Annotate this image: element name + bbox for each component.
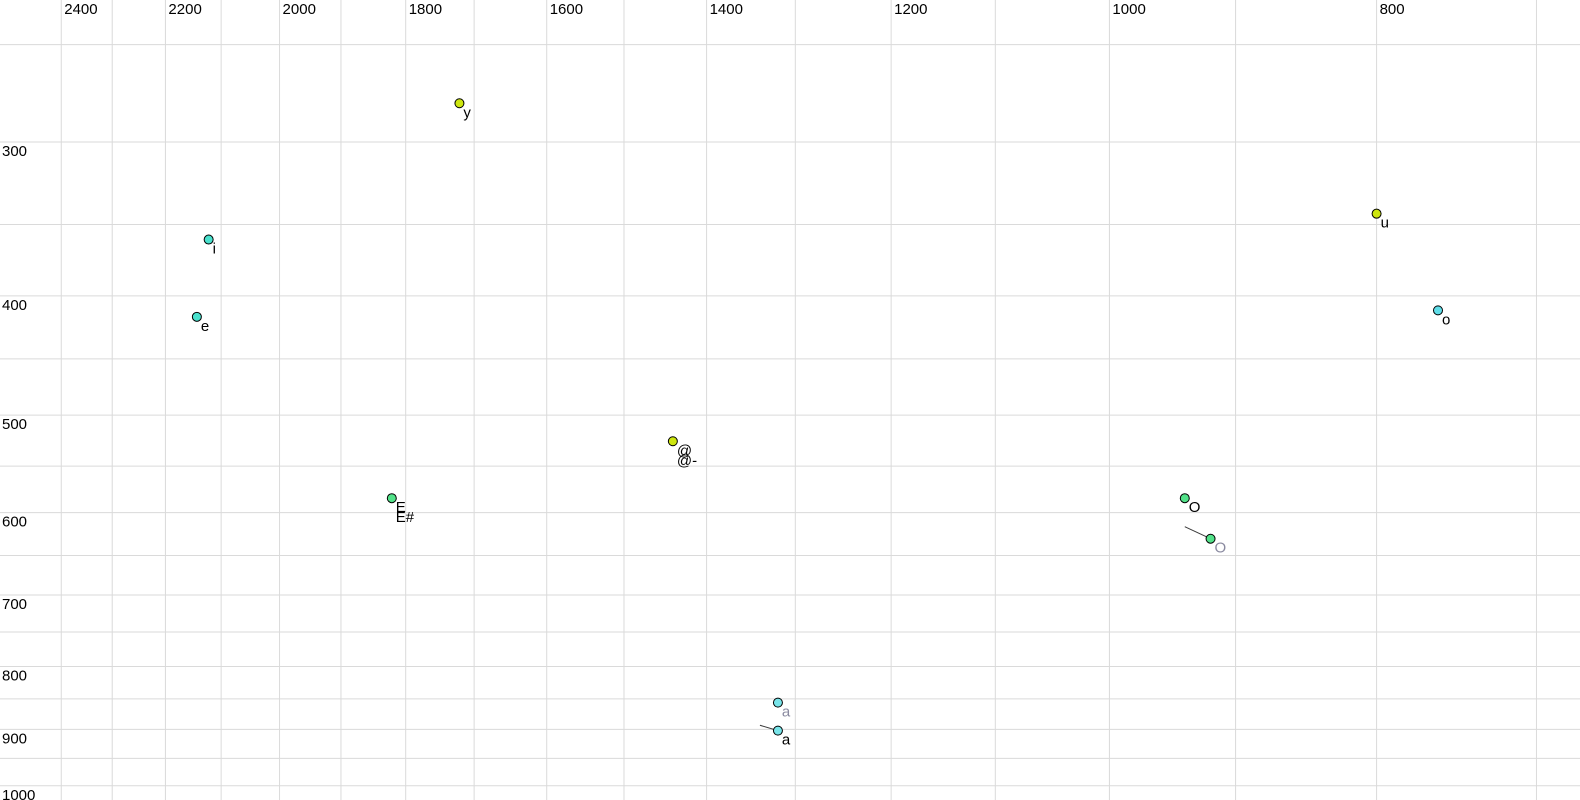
vowel-point-y: [454, 98, 465, 109]
x-axis-tick-label-1800: 1800: [409, 1, 442, 18]
vowel-label-E#: E#: [396, 509, 415, 526]
vowel-label-u: u: [1381, 215, 1389, 232]
x-axis-tick-label-1000: 1000: [1112, 1, 1145, 18]
vowel-point-a: [772, 697, 783, 708]
y-axis-tick-label-800: 800: [2, 667, 27, 684]
y-axis-tick-label-700: 700: [2, 596, 27, 613]
vowel-point-e: [191, 311, 202, 322]
x-axis-tick-label-2200: 2200: [168, 1, 201, 18]
y-axis-tick-label-500: 500: [2, 416, 27, 433]
vowel-point-O: [1179, 493, 1190, 504]
vowel-label-o: o: [1442, 311, 1450, 328]
vowel-point-u: [1371, 208, 1382, 219]
x-axis-tick-label-2400: 2400: [64, 1, 97, 18]
vowel-point-@: [667, 436, 678, 447]
y-axis-tick-label-400: 400: [2, 297, 27, 314]
vowel-point-O: [1205, 533, 1216, 544]
vowel-label-O: O: [1189, 499, 1201, 516]
vowel-label-e: e: [201, 318, 209, 335]
vowel-label-O: O: [1215, 540, 1227, 557]
y-axis-tick-label-900: 900: [2, 730, 27, 747]
vowel-point-a: [772, 725, 783, 736]
x-axis-tick-label-800: 800: [1380, 1, 1405, 18]
x-axis-tick-label-1600: 1600: [550, 1, 583, 18]
x-axis-tick-label-1200: 1200: [894, 1, 927, 18]
vowel-label-a: a: [782, 704, 791, 721]
y-axis-tick-label-1000: 1000: [2, 787, 35, 800]
y-axis-tick-label-300: 300: [2, 143, 27, 160]
vowel-label-i: i: [213, 241, 216, 258]
y-axis-tick-label-600: 600: [2, 514, 27, 531]
vowel-point-o: [1432, 305, 1443, 316]
vowel-label-@: @: [677, 442, 692, 459]
x-axis-tick-label-1400: 1400: [710, 1, 743, 18]
x-axis-tick-label-2000: 2000: [283, 1, 316, 18]
vowel-label-E: E: [396, 499, 406, 516]
vowel-point-i: [203, 234, 214, 245]
vowel-point-E: [386, 493, 397, 504]
vowel-label-y: y: [463, 104, 471, 121]
vowel-label-a: a: [782, 732, 791, 749]
vowel-label-@-: @-: [677, 452, 697, 469]
